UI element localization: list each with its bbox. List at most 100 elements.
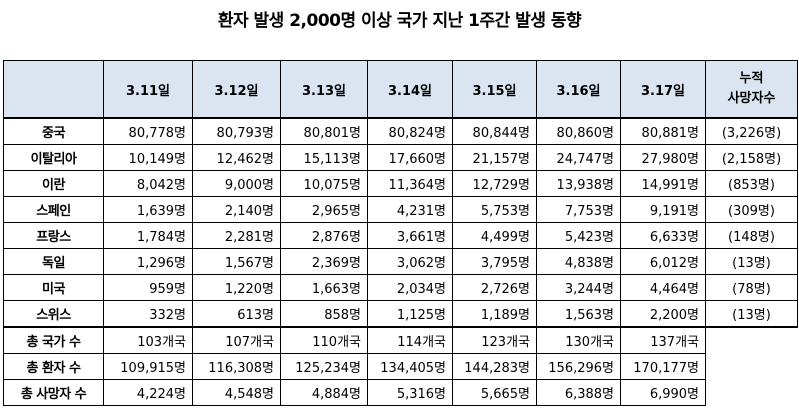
case-count: 80,801명 <box>280 117 368 145</box>
country-row: 프랑스 1,784명 2,281명 2,876명 3,661명 4,499명 5,423명 6… <box>3 222 798 249</box>
summary-value: 6,388명 <box>536 379 621 406</box>
empty-cell <box>705 353 798 380</box>
summary-value: 116,308명 <box>192 353 281 380</box>
case-count: 4,499명 <box>452 222 537 249</box>
table-body: 중국 80,778명 80,793명 80,801명 80,824명 80,844명 80,… <box>3 117 798 406</box>
summary-row: 총 국가 수 103개국 107개국 110개국 114개국 123개국 130개국 137개… <box>3 326 798 354</box>
case-count: 24,747명 <box>536 144 621 171</box>
case-count: 17,660명 <box>367 144 453 171</box>
summary-value: 5,665명 <box>452 379 537 406</box>
country-name: 미국 <box>3 274 104 301</box>
country-name: 이란 <box>3 170 104 197</box>
case-count: 2,281명 <box>192 222 281 249</box>
case-count: 8,042명 <box>103 170 193 197</box>
case-count: 10,075명 <box>280 170 368 197</box>
case-count: 1,639명 <box>103 196 193 223</box>
country-row: 독일 1,296명 1,567명 2,369명 3,062명 3,795명 4,838명 6,… <box>3 248 798 275</box>
summary-value: 134,405명 <box>367 353 453 380</box>
case-count: 80,778명 <box>103 117 193 145</box>
summary-value: 114개국 <box>367 326 453 354</box>
case-count: 80,793명 <box>192 117 281 145</box>
summary-label: 총 사망자 수 <box>3 379 104 406</box>
date-header: 3.15일 <box>452 60 537 119</box>
case-count: 1,220명 <box>192 274 281 301</box>
case-count: 5,753명 <box>452 196 537 223</box>
country-name: 중국 <box>3 117 104 145</box>
case-count: 6,012명 <box>620 248 706 275</box>
death-count: (78명) <box>705 274 798 301</box>
case-count: 12,462명 <box>192 144 281 171</box>
country-name: 스페인 <box>3 196 104 223</box>
summary-value: 107개국 <box>192 326 281 354</box>
case-count: 14,991명 <box>620 170 706 197</box>
case-count: 858명 <box>280 300 368 328</box>
case-count: 2,369명 <box>280 248 368 275</box>
date-header: 3.16일 <box>536 60 621 119</box>
country-row: 스위스 332명 613명 858명 1,125명 1,189명 1,563명 2,200명(… <box>3 300 798 328</box>
case-count: 3,244명 <box>536 274 621 301</box>
summary-value: 123개국 <box>452 326 537 354</box>
summary-value: 4,884명 <box>280 379 368 406</box>
death-count: (13명) <box>705 300 798 328</box>
date-header: 3.13일 <box>280 60 368 119</box>
death-count: (13명) <box>705 248 798 275</box>
deaths-header: 누적 사망자수 <box>705 60 798 119</box>
country-row: 이탈리아 10,149명 12,462명 15,113명 17,660명 21,157명 2… <box>3 144 798 171</box>
country-row: 중국 80,778명 80,793명 80,801명 80,824명 80,844명 80,… <box>3 117 798 145</box>
case-count: 2,965명 <box>280 196 368 223</box>
summary-value: 125,234명 <box>280 353 368 380</box>
case-count: 3,062명 <box>367 248 453 275</box>
case-count: 3,795명 <box>452 248 537 275</box>
case-count: 2,034명 <box>367 274 453 301</box>
case-count: 2,140명 <box>192 196 281 223</box>
case-count: 9,191명 <box>620 196 706 223</box>
country-row: 미국 959명 1,220명 1,663명 2,034명 2,726명 3,244명 4,46… <box>3 274 798 301</box>
summary-value: 4,224명 <box>103 379 193 406</box>
case-count: 13,938명 <box>536 170 621 197</box>
summary-value: 137개국 <box>620 326 706 354</box>
case-count: 80,860명 <box>536 117 621 145</box>
case-count: 1,189명 <box>452 300 537 328</box>
case-count: 613명 <box>192 300 281 328</box>
case-count: 332명 <box>103 300 193 328</box>
data-table: 3.11일 3.12일 3.13일 3.14일 3.15일 3.16일 3.17일 누적 사망… <box>3 60 798 406</box>
case-count: 1,663명 <box>280 274 368 301</box>
death-count: (148명) <box>705 222 798 249</box>
case-count: 27,980명 <box>620 144 706 171</box>
death-count: (853명) <box>705 170 798 197</box>
case-count: 3,661명 <box>367 222 453 249</box>
title: 환자 발생 2,000명 이상 국가 지난 1주간 발생 동향 <box>217 11 582 31</box>
case-count: 959명 <box>103 274 193 301</box>
case-count: 80,844명 <box>452 117 537 145</box>
case-count: 4,838명 <box>536 248 621 275</box>
case-count: 2,726명 <box>452 274 537 301</box>
death-count: (2,158명) <box>705 144 798 171</box>
summary-value: 156,296명 <box>536 353 621 380</box>
case-count: 4,464명 <box>620 274 706 301</box>
case-count: 2,876명 <box>280 222 368 249</box>
date-header: 3.14일 <box>367 60 453 119</box>
case-count: 21,157명 <box>452 144 537 171</box>
summary-value: 130개국 <box>536 326 621 354</box>
case-count: 80,881명 <box>620 117 706 145</box>
summary-row: 총 환자 수 109,915명 116,308명 125,234명 134,405명 14… <box>3 353 798 380</box>
country-row: 스페인 1,639명 2,140명 2,965명 4,231명 5,753명 7,753명 9… <box>3 196 798 223</box>
case-count: 2,200명 <box>620 300 706 328</box>
country-row: 이란 8,042명 9,000명 10,075명 11,364명 12,729명 13,93… <box>3 170 798 197</box>
summary-value: 109,915명 <box>103 353 193 380</box>
summary-value: 110개국 <box>280 326 368 354</box>
case-count: 11,364명 <box>367 170 453 197</box>
case-count: 5,423명 <box>536 222 621 249</box>
summary-value: 5,316명 <box>367 379 453 406</box>
case-count: 1,125명 <box>367 300 453 328</box>
case-count: 80,824명 <box>367 117 453 145</box>
country-name: 이탈리아 <box>3 144 104 171</box>
summary-value: 103개국 <box>103 326 193 354</box>
case-count: 1,563명 <box>536 300 621 328</box>
case-count: 6,633명 <box>620 222 706 249</box>
country-name: 프랑스 <box>3 222 104 249</box>
case-count: 1,296명 <box>103 248 193 275</box>
case-count: 7,753명 <box>536 196 621 223</box>
death-count: (3,226명) <box>705 117 798 145</box>
